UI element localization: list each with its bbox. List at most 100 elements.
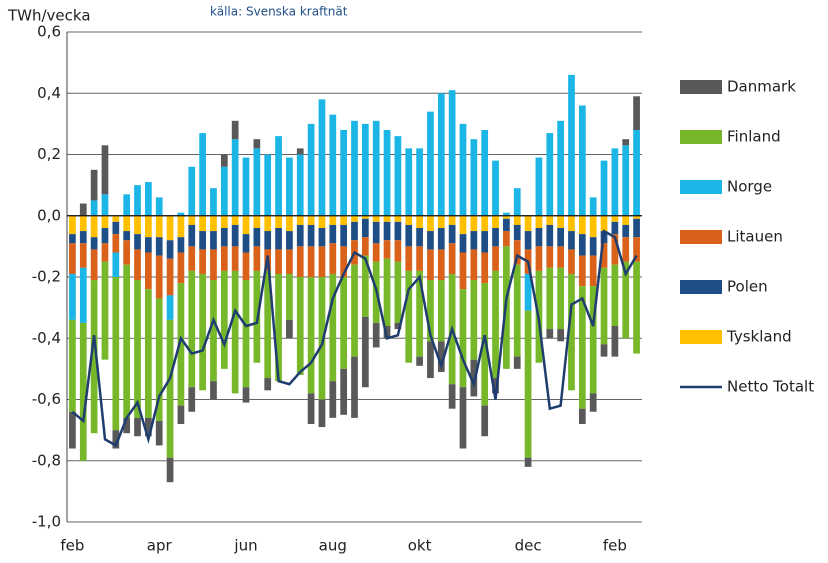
bar	[448, 90, 456, 216]
bar	[220, 246, 228, 271]
y-tick-label: 0,4	[37, 84, 61, 102]
bar	[513, 240, 521, 265]
chart-subtitle: källa: Svenska kraftnät	[210, 5, 348, 19]
bar	[513, 215, 521, 225]
bar	[492, 246, 499, 271]
bar	[155, 237, 163, 256]
bar	[383, 258, 391, 326]
bar	[220, 215, 228, 228]
bar	[513, 264, 521, 357]
bar	[459, 123, 467, 216]
bar	[329, 243, 337, 274]
bar	[101, 243, 109, 262]
bar	[633, 96, 640, 130]
bar	[318, 215, 326, 228]
bar	[242, 234, 250, 253]
bar	[372, 120, 380, 216]
bar	[188, 166, 196, 216]
bar	[568, 273, 575, 391]
bar	[524, 273, 532, 311]
bar	[351, 120, 358, 216]
legend-swatch	[680, 180, 722, 194]
bar	[340, 277, 348, 369]
bar	[578, 105, 586, 216]
bar	[307, 393, 315, 424]
bar	[557, 246, 564, 268]
bar	[112, 430, 120, 449]
bar	[492, 228, 499, 247]
bar	[166, 240, 174, 259]
legend-swatch	[680, 230, 722, 244]
bar	[372, 243, 380, 262]
y-tick-label: -0,8	[32, 451, 61, 469]
bar	[177, 215, 185, 238]
x-tick-label: feb	[60, 537, 84, 555]
bar	[437, 215, 445, 228]
bar	[481, 252, 489, 284]
bar	[383, 240, 391, 259]
bar	[112, 277, 120, 431]
bar	[437, 228, 445, 250]
bar	[546, 246, 554, 268]
bar	[405, 148, 413, 216]
bar	[557, 120, 564, 216]
bar	[166, 215, 174, 241]
bar	[264, 378, 272, 391]
bar	[318, 277, 326, 400]
bar	[188, 224, 196, 247]
bar	[307, 277, 315, 394]
bar	[437, 249, 445, 281]
bar	[633, 218, 640, 238]
bar	[123, 231, 131, 241]
bar	[264, 231, 272, 250]
bar	[210, 231, 217, 250]
bar	[79, 231, 87, 244]
bar	[340, 224, 348, 247]
bar	[361, 218, 369, 238]
bar	[231, 120, 239, 140]
bar	[79, 203, 87, 216]
bar	[568, 74, 575, 216]
bar	[503, 215, 510, 219]
bar	[481, 283, 489, 406]
bar	[318, 399, 326, 428]
bar	[318, 99, 326, 216]
bar	[524, 231, 532, 250]
bar	[513, 224, 521, 241]
bar	[296, 277, 304, 375]
bar	[177, 252, 185, 284]
bar	[470, 139, 478, 216]
bar	[145, 289, 152, 418]
bar	[134, 215, 141, 235]
bar	[155, 215, 163, 238]
bar	[492, 160, 499, 216]
bar	[231, 270, 239, 394]
bar	[275, 249, 282, 274]
bar	[589, 286, 597, 394]
bar	[394, 221, 402, 241]
bar	[340, 215, 348, 225]
legend-swatch	[680, 130, 722, 144]
bar	[155, 420, 163, 446]
bar	[578, 408, 586, 424]
bar	[220, 228, 228, 247]
bar	[633, 130, 640, 216]
bar	[166, 457, 174, 483]
bar	[470, 231, 478, 250]
bar	[557, 267, 564, 330]
bar	[296, 224, 304, 247]
bar	[437, 280, 445, 342]
bar	[448, 224, 456, 244]
bar	[503, 231, 510, 247]
bar	[253, 215, 261, 228]
bar	[470, 359, 478, 397]
bar	[416, 148, 423, 216]
legend-label: Danmark	[727, 78, 796, 96]
x-tick-label: aug	[319, 537, 347, 555]
legend-label: Norge	[727, 178, 772, 196]
bar	[210, 249, 217, 281]
bar	[90, 237, 98, 250]
bar	[123, 417, 131, 434]
bar	[578, 234, 586, 256]
bar	[296, 148, 304, 155]
